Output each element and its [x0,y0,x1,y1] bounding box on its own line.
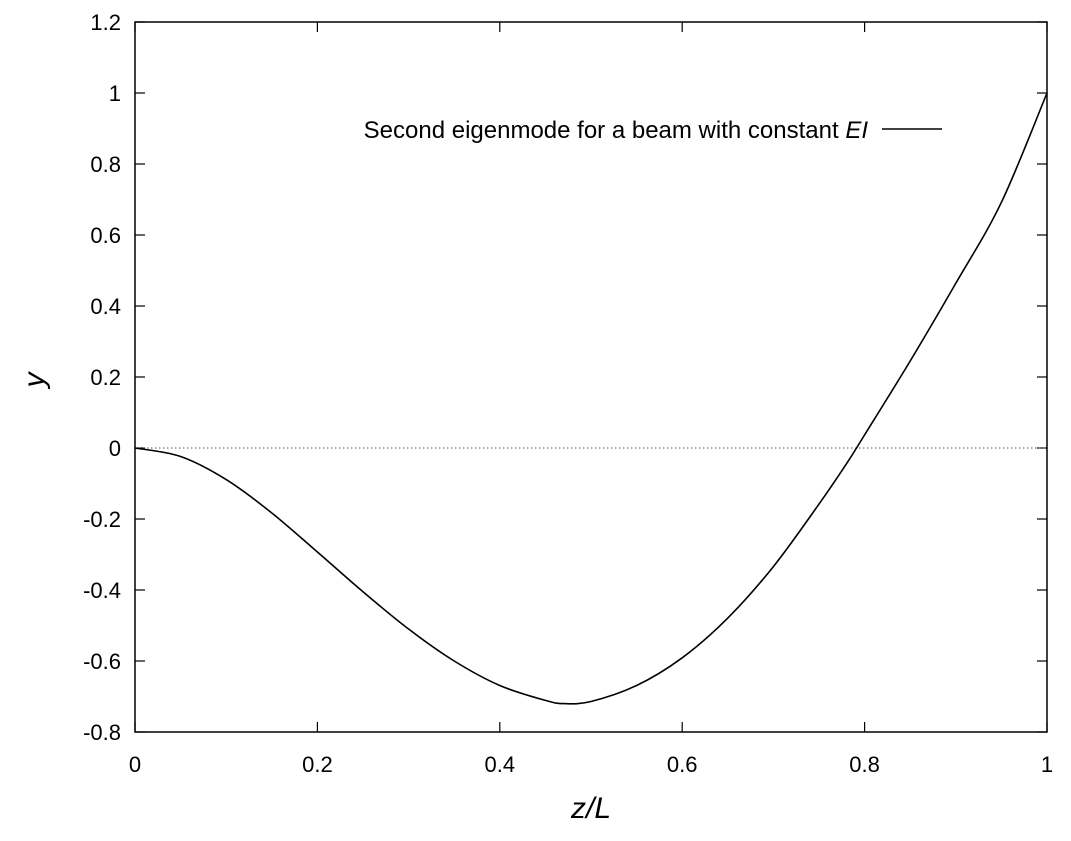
series-line-second-eigenmode [134,92,1048,705]
legend-label-italic: EI [845,117,868,144]
x-axis-ticks: 0 0.2 0.4 0.6 0.8 1 [129,22,1053,777]
x-tick-label: 0 [129,752,141,777]
x-tick-label: 0.6 [667,752,698,777]
y-axis-title: y [18,371,51,390]
series-layer [134,92,1048,705]
x-tick-label: 0.8 [849,752,880,777]
y-tick-label: -0.6 [83,649,121,674]
y-tick-label: 0.4 [90,294,121,319]
y-tick-label: 1 [109,81,121,106]
legend-label-prefix: Second eigenmode for a beam with constan… [364,117,846,144]
y-tick-label: -0.2 [83,507,121,532]
x-tick-label: 1 [1041,752,1053,777]
legend-label: Second eigenmode for a beam with constan… [364,117,869,144]
y-axis-ticks: -0.8 -0.6 -0.4 -0.2 0 0.2 0.4 0.6 0.8 1 1.2 [83,10,1047,745]
y-tick-label: -0.8 [83,720,121,745]
y-tick-label: 0.2 [90,365,121,390]
y-tick-label: 0 [109,436,121,461]
y-tick-label: 1.2 [90,10,121,35]
x-tick-label: 0.4 [485,752,516,777]
y-tick-label: -0.4 [83,578,121,603]
y-tick-label: 0.8 [90,152,121,177]
y-tick-label: 0.6 [90,223,121,248]
x-tick-label: 0.2 [302,752,333,777]
legend: Second eigenmode for a beam with constan… [364,117,942,144]
x-axis-title: z/L [570,792,611,825]
